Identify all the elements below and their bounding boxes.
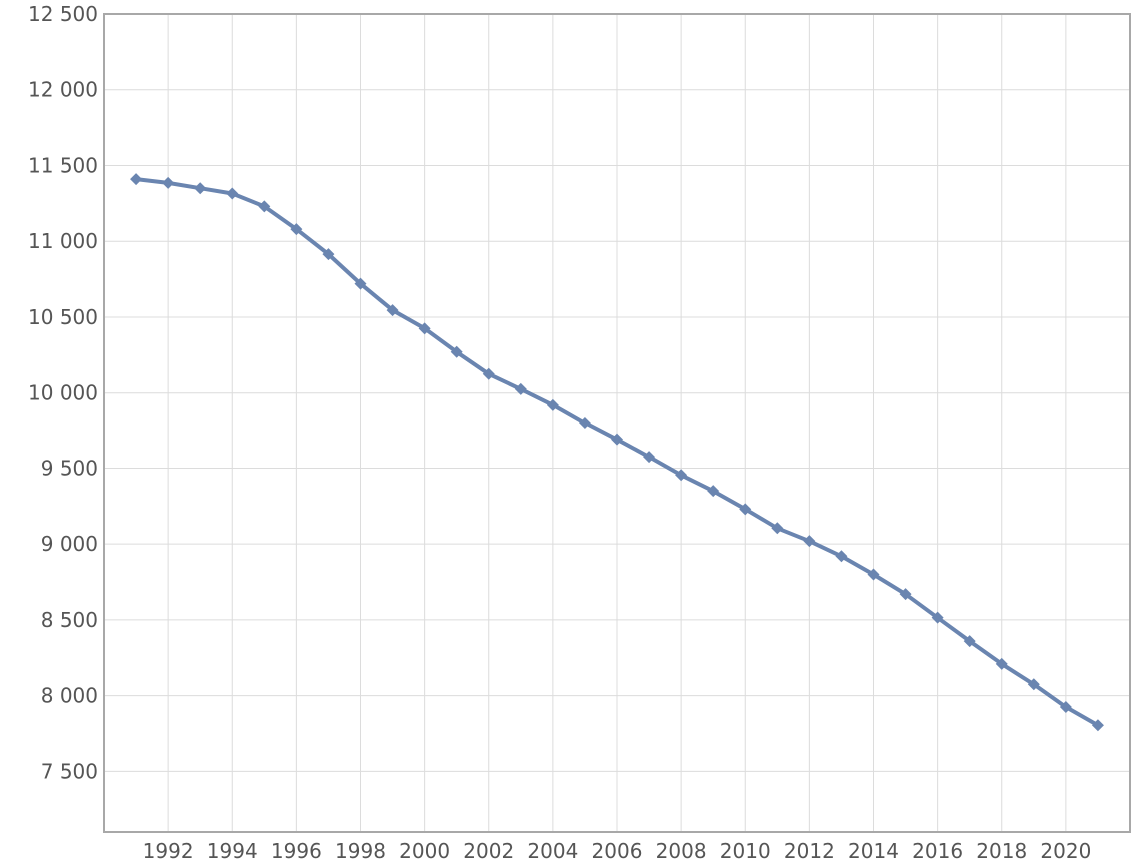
data-point [1059, 701, 1072, 714]
data-point [835, 550, 848, 563]
data-point [611, 433, 623, 446]
data-point [963, 635, 976, 648]
data-point [450, 345, 463, 358]
y-tick-label: 10 500 [28, 305, 98, 329]
y-tick-label: 10 000 [28, 381, 98, 405]
data-point [226, 187, 239, 200]
data-point [739, 503, 752, 516]
x-tick-label: 2008 [656, 839, 707, 863]
data-point [1027, 678, 1040, 691]
data-point [803, 535, 816, 548]
y-axis-ticks: 7 500 8 000 8 500 9 000 9 500 10 000 10 500 11 … [28, 2, 98, 783]
x-tick-label: 2020 [1040, 839, 1091, 863]
grid [104, 13, 1130, 832]
x-tick-label: 1996 [271, 839, 322, 863]
y-tick-label: 9 500 [41, 456, 98, 480]
x-tick-label: 2010 [720, 839, 771, 863]
y-tick-label: 12 000 [28, 78, 98, 102]
data-point [258, 200, 271, 213]
x-tick-label: 2002 [463, 839, 514, 863]
x-tick-label: 2006 [592, 839, 643, 863]
data-point [546, 398, 559, 411]
y-tick-label: 7 500 [41, 759, 98, 783]
data-point [130, 173, 143, 186]
data-point [675, 469, 688, 482]
x-tick-label: 2012 [784, 839, 835, 863]
data-point [514, 382, 527, 395]
y-tick-label: 9 000 [41, 532, 98, 556]
data-point [771, 522, 784, 535]
data-point [1091, 719, 1104, 732]
data-point [418, 322, 431, 335]
data-point [931, 611, 944, 624]
y-tick-label: 11 500 [28, 153, 98, 177]
x-tick-label: 2000 [399, 839, 450, 863]
data-point [643, 451, 656, 464]
x-tick-label: 1994 [207, 839, 258, 863]
data-point [194, 182, 207, 195]
x-tick-label: 2016 [912, 839, 963, 863]
data-point [482, 367, 495, 380]
y-tick-label: 8 000 [41, 684, 98, 708]
x-tick-label: 1992 [143, 839, 194, 863]
data-point [322, 248, 335, 261]
data-point [707, 485, 720, 498]
data-point [867, 568, 880, 581]
x-tick-label: 2018 [976, 839, 1027, 863]
plot-frame [103, 13, 1131, 833]
data-point [995, 657, 1008, 670]
data-point [386, 304, 399, 317]
data-point [162, 176, 175, 189]
series-layer [130, 173, 1104, 732]
data-point [354, 277, 367, 290]
x-tick-label: 2014 [848, 839, 899, 863]
x-tick-label: 1998 [335, 839, 386, 863]
y-tick-label: 11 000 [28, 229, 98, 253]
y-tick-label: 12 500 [28, 2, 98, 26]
x-tick-label: 2004 [527, 839, 578, 863]
x-axis-ticks: 1992 1994 1996 1998 2000 2002 2004 2006 2008 2010… [143, 839, 1092, 863]
data-point [290, 223, 303, 236]
data-point [578, 417, 591, 429]
y-tick-label: 8 500 [41, 608, 98, 632]
data-point [899, 588, 912, 601]
